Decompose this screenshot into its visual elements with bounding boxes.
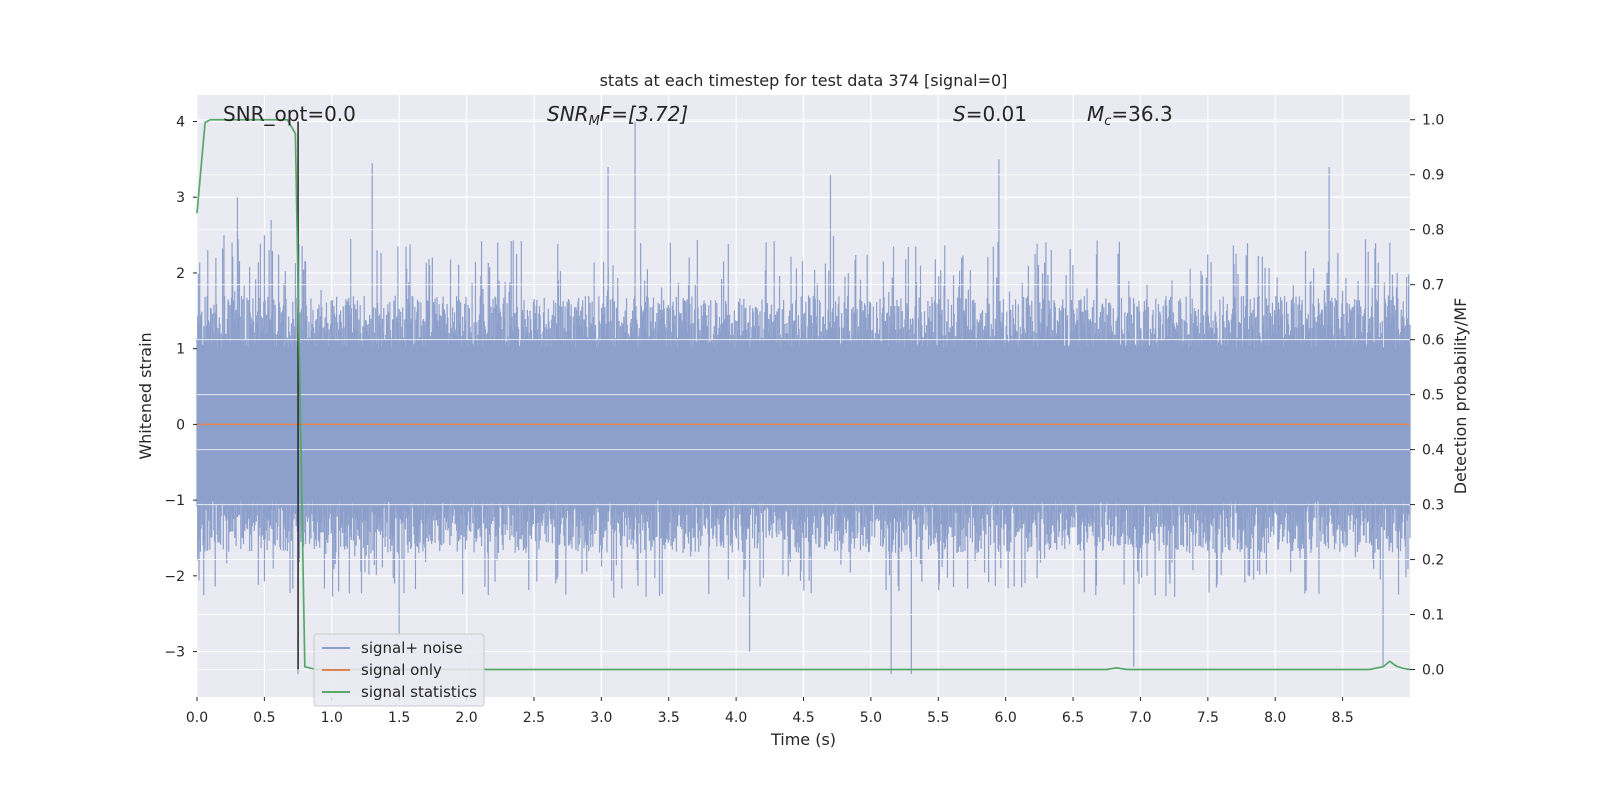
series-lines	[196, 118, 1411, 671]
y-left-tick-label: 1	[176, 342, 185, 358]
x-tick-label: 6.0	[995, 710, 1017, 726]
y-left-tick-label: 4	[176, 115, 185, 131]
y-left-tick-label: −2	[164, 569, 185, 585]
legend-box	[313, 633, 485, 707]
y-axis-label-left: Whitened strain	[136, 332, 155, 459]
x-tick-label: 7.5	[1197, 710, 1219, 726]
y-right-tick-label: 0.9	[1422, 168, 1444, 184]
legend-label: signal+ noise	[361, 639, 463, 657]
y-right-tick-label: 1.0	[1422, 113, 1444, 129]
x-tick-label: 7.0	[1129, 710, 1151, 726]
x-tick-label: 4.0	[725, 710, 747, 726]
y-axis-label-right: Detection probability/MF	[1451, 298, 1470, 495]
annotation-s: S=0.01	[953, 102, 1027, 126]
y-left-tick-label: −1	[164, 493, 185, 509]
annotation-snr-mf: SNRMF=[3.72]	[547, 102, 688, 129]
x-tick-label: 8.0	[1264, 710, 1286, 726]
legend: signal+ noise signal only signal statistic…	[313, 633, 485, 707]
annotation-snr-opt: SNR_opt=0.0	[223, 102, 356, 126]
y-left-tick-label: 0	[176, 417, 185, 433]
y-right-tick-label: 0.3	[1422, 498, 1444, 514]
legend-label: signal statistics	[361, 683, 477, 701]
y-left-tick-label: 2	[176, 266, 185, 282]
y-right-tick-label: 0.5	[1422, 388, 1444, 404]
y-right-tick-label: 0.7	[1422, 278, 1444, 294]
legend-label: signal only	[361, 661, 442, 679]
series-signal-statistics	[196, 118, 1411, 671]
y-right-tick-label: 0.2	[1422, 553, 1444, 569]
x-tick-label: 8.5	[1331, 710, 1353, 726]
x-tick-label: 1.0	[321, 710, 343, 726]
axes: 0.0 0.5 1.0 1.5 2.0 2.5 3.0 3.5 4.0 4.5 5.0 5.5 6.0 6…	[164, 113, 1444, 726]
y-right-tick-label: 0.6	[1422, 333, 1444, 349]
x-tick-label: 3.5	[658, 710, 680, 726]
y-right-tick-label: 0.1	[1422, 608, 1444, 624]
x-tick-label: 2.0	[455, 710, 477, 726]
annotation-mc: Mc=36.3	[1087, 102, 1173, 129]
y-left-tick-label: −3	[164, 645, 185, 661]
x-tick-label: 0.5	[253, 710, 275, 726]
chart-title: stats at each timestep for test data 374…	[600, 71, 1008, 90]
x-tick-label: 3.0	[590, 710, 612, 726]
y-right-tick-label: 0.0	[1422, 663, 1444, 679]
y-left-tick-label: 3	[176, 190, 185, 206]
x-tick-label: 4.5	[792, 710, 814, 726]
x-axis-label: Time (s)	[770, 730, 836, 749]
y-right-tick-label: 0.4	[1422, 443, 1444, 459]
x-tick-label: 6.5	[1062, 710, 1084, 726]
x-tick-label: 5.5	[927, 710, 949, 726]
x-tick-label: 5.0	[860, 710, 882, 726]
x-tick-label: 0.0	[186, 710, 208, 726]
x-tick-label: 1.5	[388, 710, 410, 726]
y-right-tick-label: 0.8	[1422, 223, 1444, 239]
x-tick-label: 2.5	[523, 710, 545, 726]
